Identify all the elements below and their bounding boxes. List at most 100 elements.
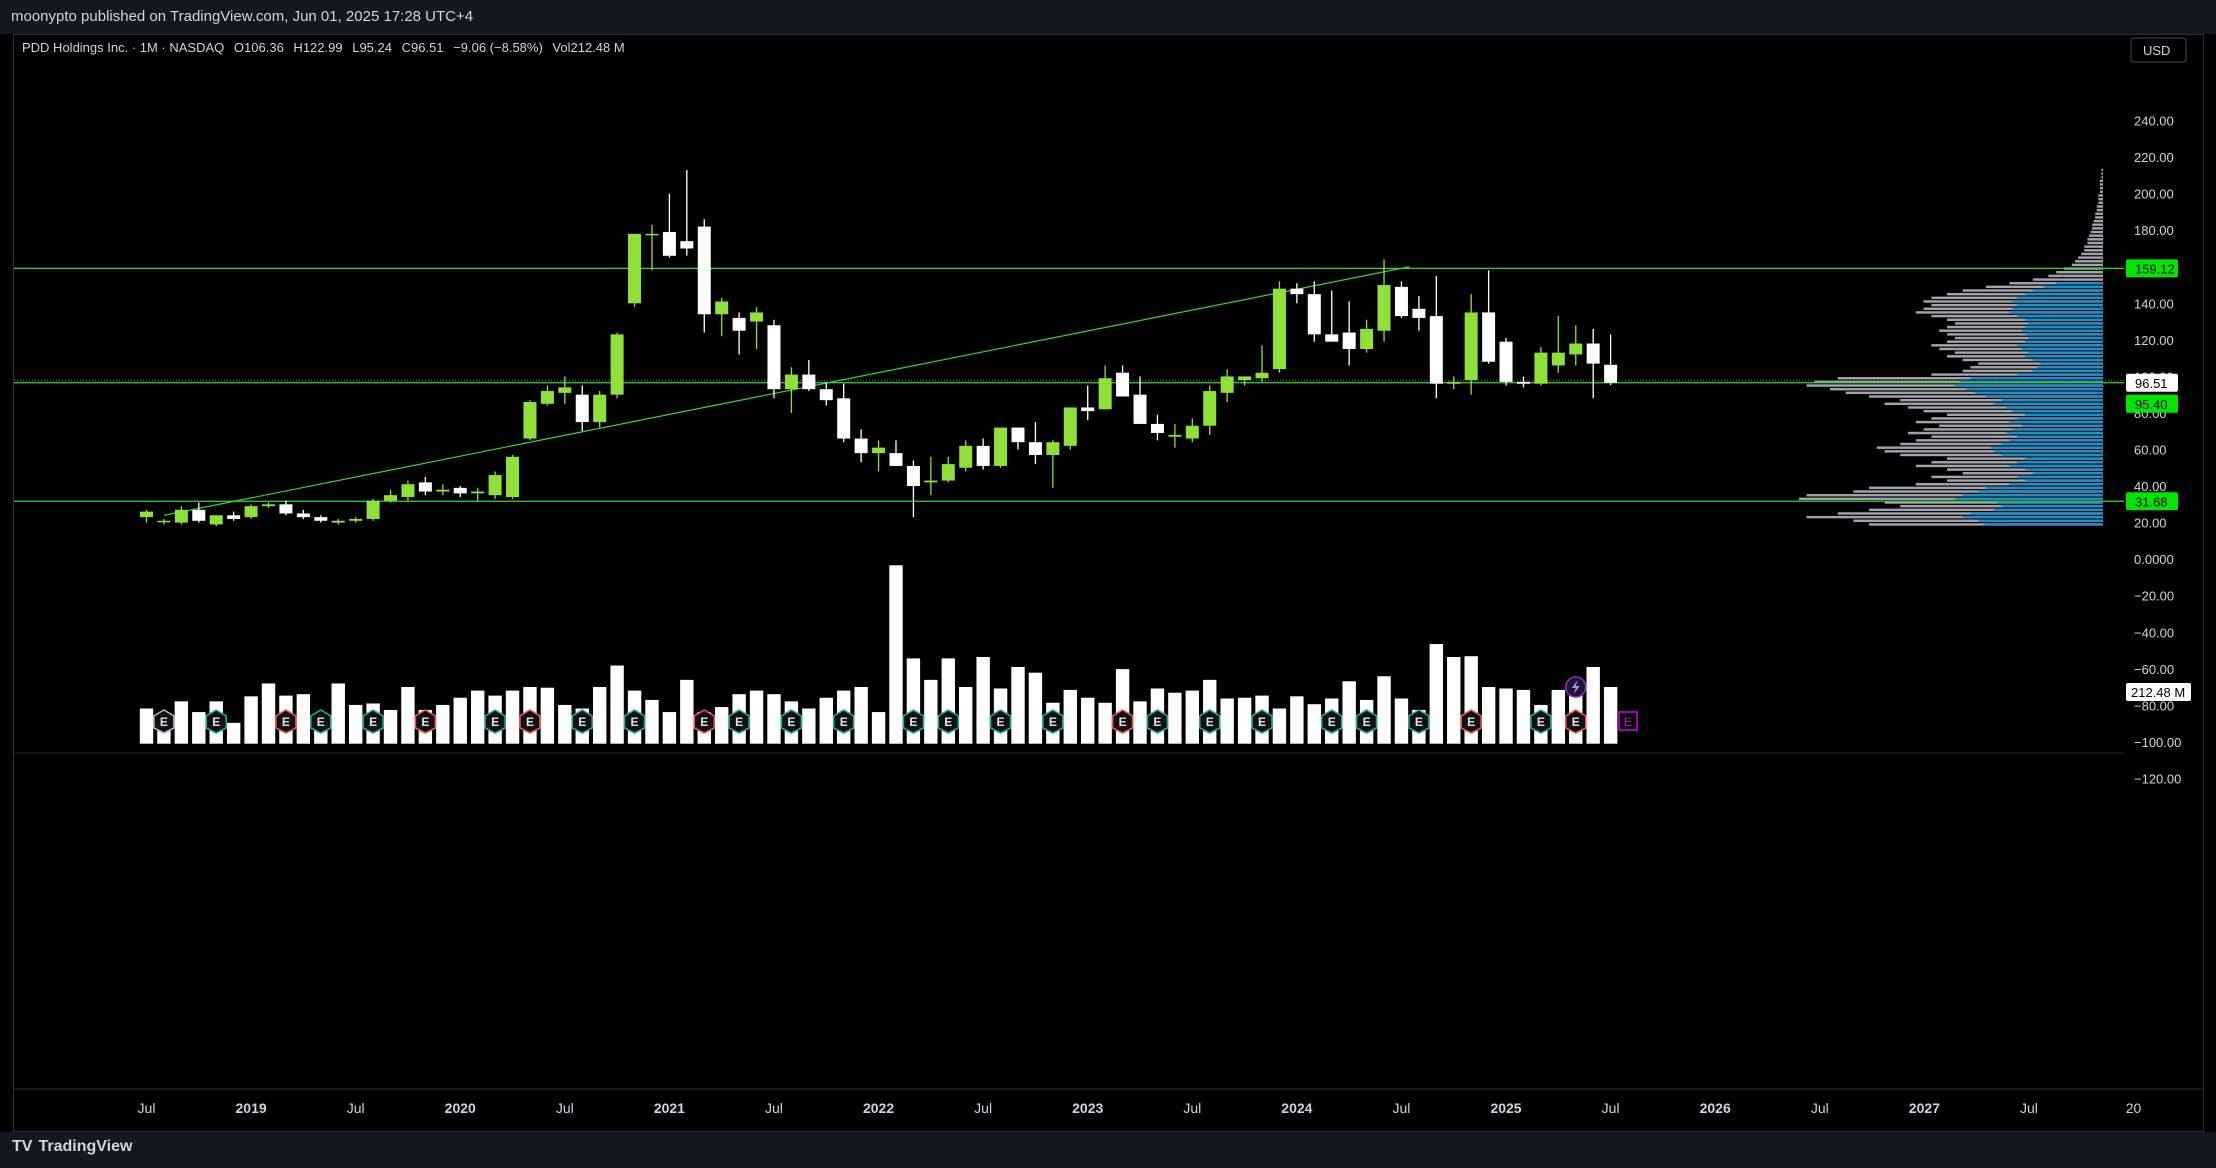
- volume-bar: [296, 693, 311, 745]
- earnings-marker-label: E: [1328, 715, 1336, 729]
- candle-body: [610, 334, 624, 395]
- earnings-marker-label: E: [997, 715, 1005, 729]
- price-tick-label: 220.00: [2134, 150, 2174, 165]
- earnings-marker: [1408, 709, 1430, 734]
- candle-body: [1220, 376, 1234, 393]
- price-tick-label: 20.00: [2134, 516, 2167, 531]
- earnings-marker-label: E: [526, 715, 534, 729]
- volume-bar: [609, 664, 625, 745]
- profile-row-value: [2037, 366, 2103, 369]
- profile-row-value: [1962, 493, 2103, 497]
- profile-row-value: [1978, 519, 2103, 522]
- time-tick-label: 20: [2126, 1100, 2142, 1116]
- candle-body: [1325, 334, 1339, 342]
- candle-body: [488, 475, 502, 496]
- profile-row-value: [2025, 468, 2103, 471]
- candle-body: [697, 226, 711, 315]
- profile-row-value: [2040, 362, 2103, 365]
- profile-row-total: [2084, 245, 2103, 248]
- currency-label[interactable]: USD: [2143, 43, 2170, 58]
- horizontal-lines: [14, 267, 2124, 502]
- grid-layer: [14, 752, 2203, 1090]
- volume-bar: [592, 686, 607, 745]
- profile-row-value: [1954, 497, 2103, 501]
- price-tick-label: −40.00: [2134, 625, 2174, 640]
- earnings-marker: [693, 709, 716, 734]
- profile-row-value: [2028, 336, 2103, 340]
- candle-body: [262, 504, 276, 507]
- profile-row-value: [2009, 439, 2103, 442]
- profile-row-total: [2095, 212, 2103, 215]
- profile-row-value: [1984, 523, 2103, 526]
- earnings-marker-label: E: [631, 715, 639, 729]
- volume-bar: [1603, 686, 1618, 745]
- candle-body: [1534, 352, 1548, 384]
- time-tick-label: Jul: [138, 1100, 156, 1116]
- profile-row-value: [2028, 351, 2103, 354]
- profile-row-value: [2009, 420, 2103, 424]
- candle-body: [924, 480, 938, 483]
- profile-row-total: [2074, 260, 2103, 263]
- candle-body: [1447, 381, 1461, 384]
- volume-bar: [923, 679, 939, 745]
- candle-body: [471, 491, 485, 494]
- profile-row-total: [2101, 172, 2103, 175]
- volume-bar: [1341, 680, 1357, 745]
- trendline: [163, 266, 1410, 516]
- price-label-text: 95.40: [2135, 397, 2168, 412]
- candle-body: [1360, 328, 1374, 349]
- profile-row-value: [2001, 398, 2103, 402]
- candle-body: [453, 487, 467, 494]
- profile-row-total: [1798, 497, 2103, 501]
- profile-row-total: [2096, 205, 2103, 208]
- volume-bar: [1272, 707, 1287, 745]
- price-chart[interactable]: E E E E E E E E E E E E E E E E E E E E E E E E E E E E E 240.00 220.…: [14, 35, 2203, 1131]
- volume-bars: [139, 564, 1618, 745]
- profile-row-value: [2017, 303, 2103, 307]
- volume-bar: [1080, 697, 1096, 745]
- volume-bar: [505, 689, 520, 745]
- price-tick-label: 240.00: [2134, 114, 2174, 129]
- profile-row-value: [2017, 417, 2103, 420]
- earnings-marker-label: E: [1467, 715, 1475, 729]
- profile-row-value: [1990, 446, 2103, 449]
- candle-body: [575, 394, 589, 423]
- price-tick-label: −20.00: [2134, 589, 2174, 604]
- time-tick-label: Jul: [556, 1100, 574, 1116]
- candle-body: [366, 500, 380, 519]
- profile-row-value: [2012, 307, 2103, 311]
- volume-bar: [1132, 700, 1148, 745]
- profile-row-value: [2012, 300, 2103, 303]
- earnings-marker-label: E: [317, 715, 325, 729]
- volume-bar: [1516, 689, 1531, 745]
- chart-frame[interactable]: E E E E E E E E E E E E E E E E E E E E E E E E E E E E E 240.00 220.…: [13, 34, 2204, 1132]
- price-tick-label: 180.00: [2134, 223, 2174, 238]
- candle-body: [401, 484, 415, 498]
- candle-body: [140, 511, 153, 518]
- profile-row-value: [1962, 515, 2103, 519]
- volume-bar: [1219, 697, 1235, 745]
- candle-body: [1604, 364, 1618, 383]
- candle-body: [227, 515, 241, 519]
- tradingview-brand[interactable]: TV TradingView: [12, 1138, 132, 1156]
- candle-body: [906, 465, 920, 487]
- candle-body: [802, 374, 816, 390]
- currency-button[interactable]: USD: [2130, 37, 2187, 63]
- candle-body: [854, 438, 868, 454]
- earnings-marker: [1320, 709, 1343, 734]
- volume-bar: [871, 711, 886, 745]
- earnings-marker: [937, 709, 960, 734]
- earnings-marker: [1251, 709, 1273, 734]
- legend-layer: PDD Holdings Inc. · 1M · NASDAQ O106.36 …: [22, 40, 625, 55]
- earnings-marker-label: E: [1258, 715, 1266, 729]
- price-tick-label: −60.00: [2134, 662, 2174, 677]
- time-tick-label: 2026: [1700, 1100, 1731, 1116]
- candle-body: [523, 401, 537, 439]
- candle-body: [767, 325, 781, 390]
- volume-bar: [174, 700, 189, 745]
- profile-row-value: [2056, 281, 2103, 285]
- profile-row-value: [2025, 413, 2103, 417]
- volume-label-text: 212.48 M: [2131, 685, 2185, 700]
- earnings-marker: [1042, 709, 1064, 734]
- volume-bar: [1010, 666, 1026, 745]
